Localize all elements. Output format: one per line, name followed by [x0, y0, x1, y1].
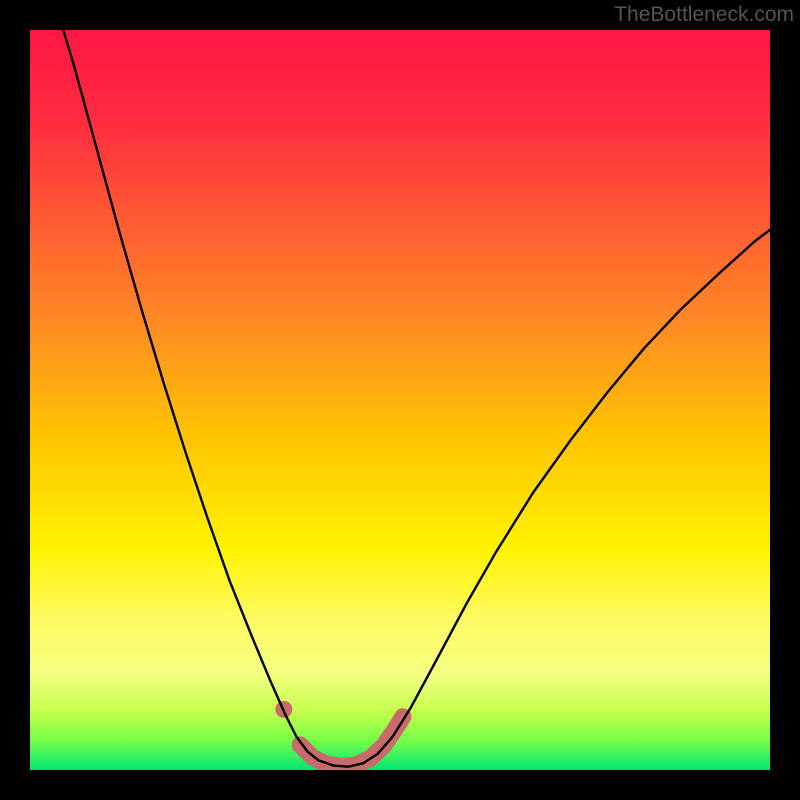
chart-stage: TheBottleneck.com — [0, 0, 800, 800]
chart-svg — [0, 0, 800, 800]
plot-area — [30, 30, 770, 770]
watermark-text: TheBottleneck.com — [614, 3, 794, 27]
